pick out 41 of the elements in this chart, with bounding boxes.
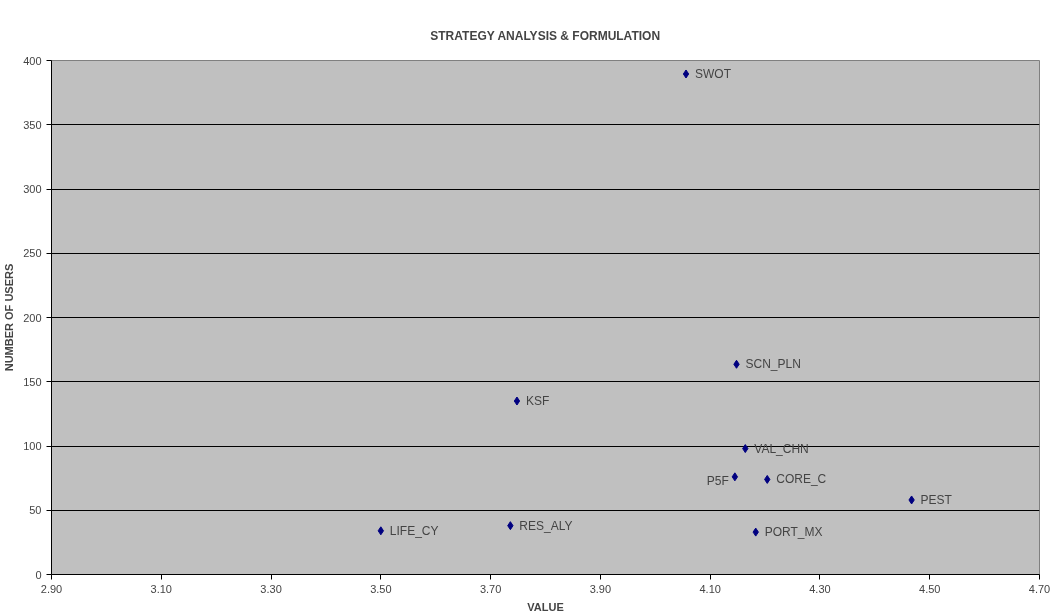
point	[908, 495, 915, 505]
annotation: PORT_MX	[764, 525, 823, 540]
point	[752, 527, 759, 537]
x-axis-title: VALUE	[527, 600, 564, 613]
x-tick-label: 3.10	[150, 582, 172, 595]
x-tick-label: 4.30	[809, 582, 831, 595]
point	[513, 396, 521, 406]
annotation: KSF	[525, 394, 550, 409]
point	[731, 472, 739, 482]
y-tick-label: 300	[23, 183, 42, 195]
x-tick-label: 4.10	[699, 582, 721, 595]
x-tick-label: 3.90	[589, 582, 612, 595]
point	[742, 444, 749, 454]
x-tick-label: 4.70	[1028, 582, 1051, 595]
point	[733, 359, 740, 369]
y-tick-label: 50	[29, 504, 42, 517]
y-tick-label: 350	[23, 118, 42, 131]
annotation: PEST	[920, 492, 953, 507]
x-tick-label: 4.50	[919, 582, 941, 595]
x-tick-label: 2.90	[40, 582, 63, 595]
y-tick-label: 150	[23, 375, 42, 388]
y-tick-label: 250	[23, 247, 42, 260]
y-tick-label: 200	[23, 311, 42, 324]
annotation: SCN_PLN	[745, 357, 801, 372]
point	[507, 521, 514, 531]
x-tick-label: 3.70	[479, 582, 502, 595]
annotation: CORE_C	[776, 472, 827, 487]
annotation: SWOT	[695, 66, 732, 81]
y-tick-label: 100	[23, 440, 42, 452]
point	[682, 69, 690, 79]
annotation: P5F	[706, 473, 729, 488]
point	[764, 474, 771, 484]
annotation: LIFE_CY	[389, 523, 439, 538]
y-tick-label: 0	[35, 568, 42, 581]
y-tick-label: 400	[23, 54, 42, 67]
point	[377, 526, 384, 536]
chart-title: STRATEGY ANALYSIS & FORMULATION	[430, 29, 661, 43]
x-tick-label: 3.50	[370, 582, 392, 595]
y-axis-title: NUMBER OF USERS	[3, 263, 16, 372]
annotation: RES_ALY	[519, 518, 573, 533]
x-tick-label: 3.30	[260, 582, 282, 595]
